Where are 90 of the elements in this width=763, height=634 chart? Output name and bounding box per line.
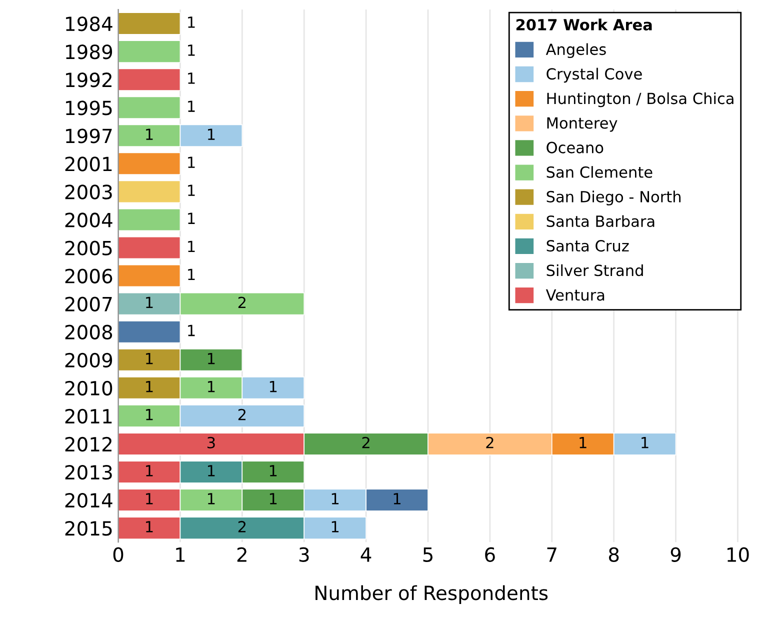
data-label: 1: [394, 493, 400, 504]
bar: [118, 208, 181, 232]
x-tick-label: 4: [360, 548, 372, 562]
data-label: 1: [580, 437, 586, 448]
x-tick-label: 6: [485, 547, 495, 562]
y-tick-label: 2006: [65, 268, 112, 284]
legend-label: Ventura: [546, 289, 604, 301]
data-label: 2: [486, 436, 494, 448]
y-tick-label: 2011: [65, 408, 112, 424]
data-label: 1: [188, 72, 195, 84]
bar: [118, 12, 181, 35]
x-tick-label: 7: [547, 548, 556, 562]
x-tick-label: 3: [299, 547, 309, 562]
bar: [118, 40, 181, 63]
data-label: 1: [208, 128, 215, 140]
data-label: 1: [188, 44, 195, 56]
data-label: 3: [207, 436, 215, 448]
legend-label: San Diego - North: [546, 190, 681, 206]
x-tick-label: 9: [670, 547, 681, 562]
data-label: 1: [270, 493, 277, 504]
y-tick-label: 2003: [65, 184, 112, 200]
legend-label: Angeles: [546, 43, 606, 58]
data-label: 1: [146, 128, 153, 140]
data-label: 1: [188, 184, 195, 196]
y-tick-label: 2010: [65, 380, 112, 396]
data-label: 1: [188, 16, 195, 28]
data-label: 1: [146, 493, 153, 504]
data-label: 1: [188, 212, 195, 224]
bar: [118, 236, 181, 260]
data-label: 2: [238, 296, 246, 308]
data-label: 1: [270, 380, 277, 392]
y-tick-label: 2009: [65, 352, 112, 368]
y-tick-label: 2013: [65, 464, 112, 480]
y-tick-label: 2015: [65, 521, 112, 536]
y-tick-label: 2014: [65, 492, 112, 508]
x-tick-label: 0: [113, 547, 124, 562]
y-tick-label: 1989: [66, 44, 112, 60]
legend-label: Monterey: [547, 117, 618, 132]
legend-label: Santa Barbara: [546, 215, 654, 228]
data-label: 1: [146, 296, 153, 308]
legend-label: Santa Cruz: [546, 240, 629, 252]
data-label: 1: [332, 493, 339, 504]
x-tick-label: 5: [423, 548, 432, 562]
legend-title: 2017 Work Area: [516, 18, 652, 31]
data-label: 1: [332, 521, 339, 532]
y-tick-label: 2004: [65, 212, 112, 228]
y-tick-label: 1984: [66, 16, 112, 32]
y-tick-label: 1997: [66, 128, 112, 144]
y-tick-label: 1992: [66, 72, 112, 88]
x-tick-label: 10: [727, 547, 749, 562]
data-label: 2: [238, 520, 246, 532]
data-label: 1: [208, 380, 215, 392]
data-label: 1: [146, 521, 153, 532]
legend-label: Oceano: [546, 142, 604, 154]
data-label: 1: [208, 493, 215, 504]
data-label: 1: [188, 100, 195, 112]
x-tick-label: 2: [237, 547, 246, 562]
data-label: 1: [642, 437, 648, 448]
legend-label: Crystal Cove: [546, 68, 642, 83]
data-label: 1: [208, 465, 215, 476]
data-label: 2: [238, 408, 246, 420]
y-tick-label: 1995: [66, 100, 112, 116]
data-label: 1: [188, 240, 195, 252]
x-axis-title: Number of Respondents: [316, 585, 548, 604]
x-tick-label: 8: [608, 547, 619, 562]
bar: [118, 180, 181, 204]
data-label: 1: [188, 268, 195, 280]
data-label: 1: [188, 324, 195, 336]
y-tick-label: 2001: [65, 156, 112, 172]
data-label: 2: [362, 436, 370, 448]
bar: [118, 68, 181, 91]
data-label: 1: [146, 465, 153, 476]
y-tick-label: 2008: [65, 324, 112, 340]
y-tick-label: 2005: [65, 240, 112, 256]
legend-label: Huntington / Bolsa Chica: [547, 92, 734, 108]
legend-label: Silver Strand: [546, 264, 643, 276]
y-tick-label: 2012: [65, 436, 112, 452]
bar: [118, 320, 181, 344]
data-label: 1: [188, 156, 195, 168]
bar: [118, 152, 181, 176]
bar: [118, 96, 181, 119]
y-tick-label: 2007: [65, 296, 112, 312]
data-label: 1: [146, 409, 153, 420]
data-label: 1: [208, 352, 215, 364]
legend-label: San Clemente: [546, 166, 652, 178]
bar: [118, 264, 181, 288]
data-label: 1: [146, 380, 153, 392]
x-tick-label: 1: [176, 548, 185, 562]
data-label: 1: [270, 465, 277, 476]
data-label: 1: [146, 352, 153, 364]
